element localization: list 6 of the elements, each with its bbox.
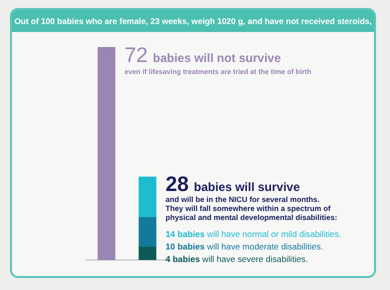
text: Out of 100 babies who are female, 23 weeks, weigh 1020 g, and have not received steroids,	[12, 10, 374, 32]
annotation: 14 babies will have normal or mild disabilities.	[166, 228, 342, 239]
annotation: 10 babies will have moderate disabilities.	[166, 241, 324, 252]
annotation: 72 babies will not survive	[124, 44, 282, 67]
annotation: 4 babies will have severe disabilities.	[166, 254, 308, 264]
annotation: 28 babies will survive	[166, 172, 300, 196]
